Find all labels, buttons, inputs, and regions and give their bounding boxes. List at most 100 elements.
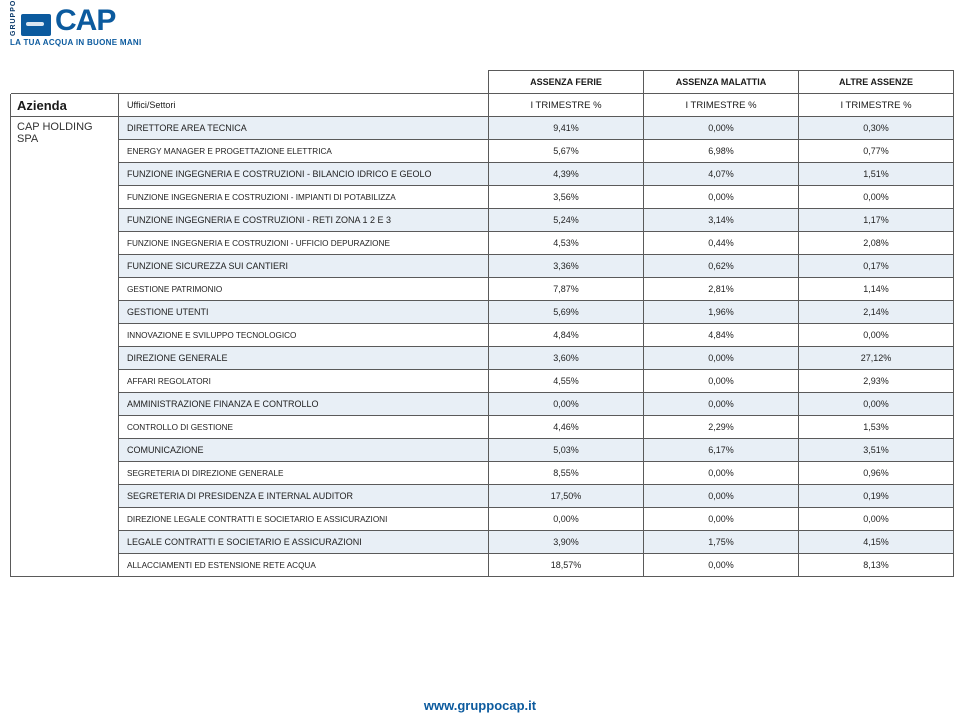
group-header-altre: ALTRE ASSENZE: [799, 71, 954, 94]
footer-url: www.gruppocap.it: [0, 698, 960, 713]
sector-cell: FUNZIONE INGEGNERIA E COSTRUZIONI - BILA…: [119, 163, 489, 186]
table-row: FUNZIONE INGEGNERIA E COSTRUZIONI - RETI…: [11, 209, 954, 232]
value-cell: 4,46%: [489, 416, 644, 439]
company-cell: CAP HOLDING SPA: [11, 117, 119, 577]
sector-cell: SEGRETERIA DI DIREZIONE GENERALE: [119, 462, 489, 485]
table-row: INNOVAZIONE E SVILUPPO TECNOLOGICO4,84%4…: [11, 324, 954, 347]
sector-cell: ALLACCIAMENTI ED ESTENSIONE RETE ACQUA: [119, 554, 489, 577]
value-cell: 1,17%: [799, 209, 954, 232]
value-cell: 3,51%: [799, 439, 954, 462]
value-cell: 7,87%: [489, 278, 644, 301]
sector-cell: GESTIONE PATRIMONIO: [119, 278, 489, 301]
brand-logo: GRUPPO CAP LA TUA ACQUA IN BUONE MANI: [10, 6, 200, 47]
table-row: CAP HOLDING SPADIRETTORE AREA TECNICA9,4…: [11, 117, 954, 140]
sector-cell: ENERGY MANAGER E PROGETTAZIONE ELETTRICA: [119, 140, 489, 163]
sector-cell: COMUNICAZIONE: [119, 439, 489, 462]
group-header-ferie: ASSENZA FERIE: [489, 71, 644, 94]
value-cell: 4,84%: [644, 324, 799, 347]
value-cell: 2,14%: [799, 301, 954, 324]
table-row: DIREZIONE LEGALE CONTRATTI E SOCIETARIO …: [11, 508, 954, 531]
sector-cell: SEGRETERIA DI PRESIDENZA E INTERNAL AUDI…: [119, 485, 489, 508]
table-row: LEGALE CONTRATTI E SOCIETARIO E ASSICURA…: [11, 531, 954, 554]
value-cell: 2,08%: [799, 232, 954, 255]
value-cell: 3,36%: [489, 255, 644, 278]
value-cell: 4,15%: [799, 531, 954, 554]
table-row: SEGRETERIA DI DIREZIONE GENERALE8,55%0,0…: [11, 462, 954, 485]
sector-cell: FUNZIONE INGEGNERIA E COSTRUZIONI - IMPI…: [119, 186, 489, 209]
value-cell: 4,84%: [489, 324, 644, 347]
logo-brand-text: CAP: [55, 6, 115, 36]
table-row: FUNZIONE INGEGNERIA E COSTRUZIONI - UFFI…: [11, 232, 954, 255]
value-cell: 9,41%: [489, 117, 644, 140]
value-cell: 6,98%: [644, 140, 799, 163]
value-cell: 27,12%: [799, 347, 954, 370]
value-cell: 0,00%: [644, 347, 799, 370]
col-header-trim-2: I TRIMESTRE %: [644, 94, 799, 117]
absence-table: ASSENZA FERIE ASSENZA MALATTIA ALTRE ASS…: [10, 70, 954, 577]
value-cell: 3,90%: [489, 531, 644, 554]
sector-cell: LEGALE CONTRATTI E SOCIETARIO E ASSICURA…: [119, 531, 489, 554]
table-row: DIREZIONE GENERALE3,60%0,00%27,12%: [11, 347, 954, 370]
value-cell: 1,96%: [644, 301, 799, 324]
value-cell: 0,00%: [799, 324, 954, 347]
value-cell: 4,55%: [489, 370, 644, 393]
value-cell: 1,53%: [799, 416, 954, 439]
value-cell: 5,24%: [489, 209, 644, 232]
value-cell: 0,00%: [644, 393, 799, 416]
value-cell: 0,00%: [644, 370, 799, 393]
value-cell: 18,57%: [489, 554, 644, 577]
value-cell: 0,00%: [489, 508, 644, 531]
sector-cell: AMMINISTRAZIONE FINANZA E CONTROLLO: [119, 393, 489, 416]
sector-cell: FUNZIONE INGEGNERIA E COSTRUZIONI - UFFI…: [119, 232, 489, 255]
value-cell: 17,50%: [489, 485, 644, 508]
value-cell: 3,56%: [489, 186, 644, 209]
table-row: FUNZIONE INGEGNERIA E COSTRUZIONI - BILA…: [11, 163, 954, 186]
sector-cell: INNOVAZIONE E SVILUPPO TECNOLOGICO: [119, 324, 489, 347]
col-header-uffici: Uffici/Settori: [119, 94, 489, 117]
table-row: AMMINISTRAZIONE FINANZA E CONTROLLO0,00%…: [11, 393, 954, 416]
table-row: GESTIONE PATRIMONIO7,87%2,81%1,14%: [11, 278, 954, 301]
table-row: ENERGY MANAGER E PROGETTAZIONE ELETTRICA…: [11, 140, 954, 163]
group-header-malattia: ASSENZA MALATTIA: [644, 71, 799, 94]
value-cell: 5,67%: [489, 140, 644, 163]
header-blank-1: [11, 71, 119, 94]
sector-cell: GESTIONE UTENTI: [119, 301, 489, 324]
table-row: AFFARI REGOLATORI4,55%0,00%2,93%: [11, 370, 954, 393]
value-cell: 0,00%: [644, 554, 799, 577]
value-cell: 2,29%: [644, 416, 799, 439]
col-header-azienda: Azienda: [11, 94, 119, 117]
value-cell: 0,62%: [644, 255, 799, 278]
value-cell: 0,00%: [489, 393, 644, 416]
sector-cell: FUNZIONE INGEGNERIA E COSTRUZIONI - RETI…: [119, 209, 489, 232]
logo-mark-icon: [21, 14, 51, 36]
report-table-container: ASSENZA FERIE ASSENZA MALATTIA ALTRE ASS…: [10, 70, 950, 577]
col-header-trim-3: I TRIMESTRE %: [799, 94, 954, 117]
logo-tagline: LA TUA ACQUA IN BUONE MANI: [10, 38, 200, 47]
value-cell: 4,53%: [489, 232, 644, 255]
value-cell: 0,44%: [644, 232, 799, 255]
logo-gruppo-text: GRUPPO: [10, 6, 17, 36]
value-cell: 2,93%: [799, 370, 954, 393]
value-cell: 0,00%: [799, 186, 954, 209]
value-cell: 8,13%: [799, 554, 954, 577]
value-cell: 6,17%: [644, 439, 799, 462]
value-cell: 3,60%: [489, 347, 644, 370]
value-cell: 0,00%: [644, 462, 799, 485]
value-cell: 0,00%: [644, 508, 799, 531]
value-cell: 0,00%: [644, 117, 799, 140]
value-cell: 0,00%: [644, 485, 799, 508]
value-cell: 5,03%: [489, 439, 644, 462]
sector-cell: DIREZIONE LEGALE CONTRATTI E SOCIETARIO …: [119, 508, 489, 531]
sector-cell: DIREZIONE GENERALE: [119, 347, 489, 370]
value-cell: 0,77%: [799, 140, 954, 163]
table-row: GESTIONE UTENTI5,69%1,96%2,14%: [11, 301, 954, 324]
value-cell: 0,00%: [644, 186, 799, 209]
value-cell: 0,00%: [799, 393, 954, 416]
value-cell: 1,75%: [644, 531, 799, 554]
sector-cell: AFFARI REGOLATORI: [119, 370, 489, 393]
value-cell: 2,81%: [644, 278, 799, 301]
value-cell: 0,30%: [799, 117, 954, 140]
table-row: ALLACCIAMENTI ED ESTENSIONE RETE ACQUA18…: [11, 554, 954, 577]
table-row: CONTROLLO DI GESTIONE4,46%2,29%1,53%: [11, 416, 954, 439]
table-row: SEGRETERIA DI PRESIDENZA E INTERNAL AUDI…: [11, 485, 954, 508]
